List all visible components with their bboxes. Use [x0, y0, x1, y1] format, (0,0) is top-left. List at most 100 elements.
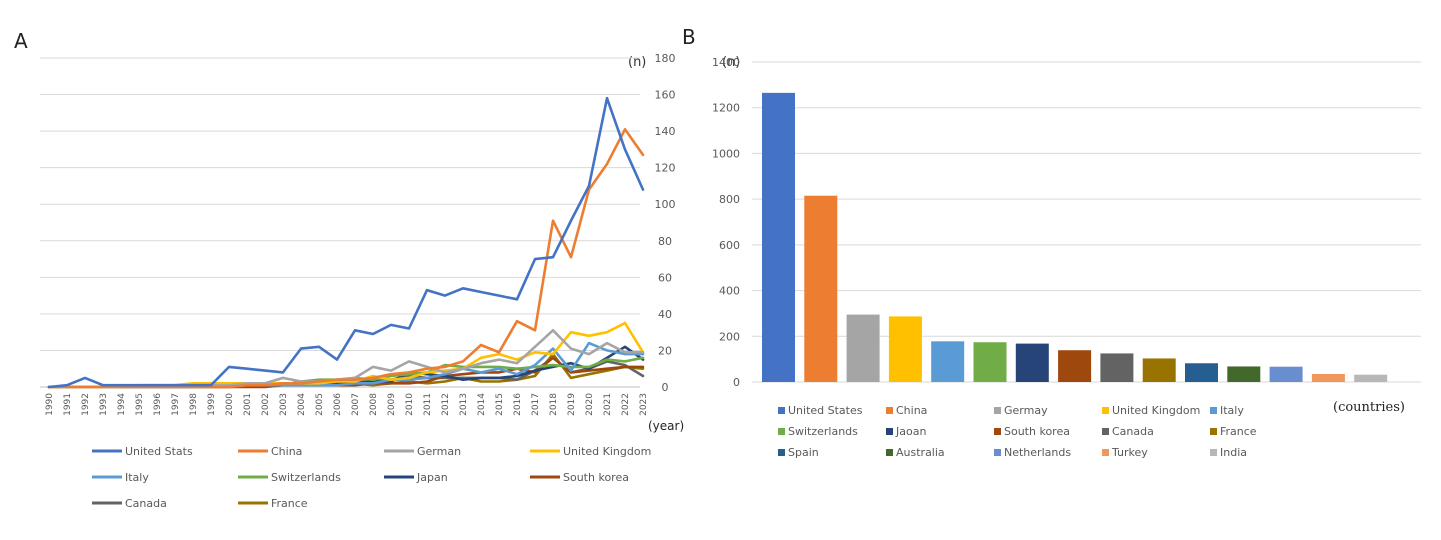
- panel-a-x-tick-label: 1997: [171, 393, 181, 416]
- panel-a-y-tick-label: 160: [655, 89, 676, 102]
- legend-label-canada: Canada: [1112, 425, 1154, 438]
- panel-a-x-tick-label: 1998: [189, 393, 199, 416]
- panel-a-y-tick-label: 120: [655, 162, 676, 175]
- legend-item-turkey: Turkey: [1102, 446, 1148, 459]
- legend-label-italy: Italy: [1220, 404, 1244, 417]
- legend-swatch-france: [1210, 428, 1217, 435]
- bar-australia: [1227, 366, 1261, 382]
- legend-item-united-stats: United Stats: [92, 445, 193, 458]
- bar-spain: [1185, 363, 1218, 382]
- legend-label-united-kingdom: United Kingdom: [1112, 404, 1200, 417]
- panel-a-x-tick-label: 2007: [351, 393, 361, 416]
- panel-b-xlabel: (countries): [1333, 400, 1405, 415]
- legend-item-france: France: [1210, 425, 1257, 438]
- panel-a-x-tick-label: 2021: [603, 393, 613, 416]
- panel-a-y-tick-label: 100: [655, 198, 676, 211]
- panel-a-x-tick-label: 2017: [531, 393, 541, 416]
- panel-a-x-tick-label: 2009: [387, 393, 397, 416]
- panel-b-unit-label: (n): [722, 55, 740, 70]
- legend-item-germay: Germay: [994, 404, 1048, 417]
- legend-swatch-australia: [886, 449, 893, 456]
- panel-a-y-tick-label: 20: [658, 344, 672, 357]
- legend-item-india: India: [1210, 446, 1247, 459]
- panel-a-x-tick-label: 2013: [459, 393, 469, 416]
- panel-a-x-tick-label: 2011: [423, 393, 433, 416]
- legend-item-german: German: [384, 445, 461, 458]
- legend-label-france: France: [271, 497, 308, 510]
- legend-label-spain: Spain: [788, 446, 819, 459]
- legend-label-japan: Japan: [416, 471, 448, 484]
- series-line-china: [47, 128, 645, 389]
- bar-canada: [1100, 353, 1134, 382]
- bar-germay: [846, 314, 880, 382]
- legend-label-australia: Australia: [896, 446, 945, 459]
- panel-a-x-tick-label: 2014: [477, 393, 487, 416]
- legend-label-turkey: Turkey: [1111, 446, 1148, 459]
- legend-item-spain: Spain: [778, 446, 819, 459]
- panel-a-legend: United Stats China German United Kingdom Ita…: [92, 445, 651, 510]
- panel-b-y-tick-label: 1200: [712, 102, 740, 115]
- panel-a-x-tick-label: 2015: [495, 393, 505, 416]
- legend-label-germay: Germay: [1004, 404, 1048, 417]
- legend-label-united-stats: United Stats: [125, 445, 193, 458]
- legend-item-france: France: [238, 497, 308, 510]
- legend-item-netherlands: Netherlands: [994, 446, 1071, 459]
- panel-a-x-tick-label: 1996: [153, 393, 163, 416]
- legend-item-united-states: United States: [778, 404, 863, 417]
- panel-b-y-tick-label: 800: [719, 193, 740, 206]
- legend-item-canada: Canada: [92, 497, 167, 510]
- panel-a-x-tick-label: 2005: [315, 393, 325, 416]
- legend-label-italy: Italy: [125, 471, 149, 484]
- panel-a-x-tick-label: 2002: [261, 393, 271, 416]
- series-line-united-stats: [47, 96, 645, 389]
- legend-swatch-netherlands: [994, 449, 1001, 456]
- panel-a-y-tick-label: 140: [655, 125, 676, 138]
- panel-a-x-tick-label: 1995: [135, 393, 145, 416]
- legend-swatch-canada: [1102, 428, 1109, 435]
- legend-label-netherlands: Netherlands: [1004, 446, 1071, 459]
- legend-label-german: German: [417, 445, 461, 458]
- bar-united-kingdom: [888, 316, 922, 382]
- legend-label-india: India: [1220, 446, 1247, 459]
- panel-a-x-tick-label: 1994: [117, 393, 127, 416]
- panel-b-y-tick-label: 200: [719, 330, 740, 343]
- panel-a-x-tick-label: 2003: [279, 393, 289, 416]
- bar-netherlands: [1269, 366, 1303, 382]
- legend-swatch-switzerlands: [778, 428, 785, 435]
- panel-b-y-tick-label: 1000: [712, 147, 740, 160]
- legend-swatch-south-korea: [994, 428, 1001, 435]
- bar-italy: [931, 341, 965, 382]
- panel-b-y-tick-label: 600: [719, 239, 740, 252]
- panel-a-y-tick-label: 0: [662, 381, 669, 394]
- panel-a-x-tick-label: 2016: [513, 393, 523, 416]
- panel-a-x-tick-label: 1991: [63, 393, 73, 416]
- panel-a-y-tick-label: 180: [655, 52, 676, 65]
- bar-turkey: [1311, 374, 1345, 382]
- legend-label-china: China: [271, 445, 302, 458]
- panel-a-x-ticks: 1990 1991 1992 1993 1994 1995 1996 1997 1998 1999…: [45, 393, 649, 416]
- panel-a-y-tick-label: 40: [658, 308, 672, 321]
- panel-a-x-tick-label: 2022: [621, 393, 631, 416]
- legend-label-south-korea: South korea: [1004, 425, 1070, 438]
- legend-label-united-states: United States: [788, 404, 863, 417]
- panel-b-plot-area: [762, 92, 1388, 382]
- legend-item-south-korea: South korea: [530, 471, 629, 484]
- panel-b-y-tick-label: 1400: [712, 56, 740, 69]
- panel-a-x-tick-label: 2023: [639, 393, 649, 416]
- panel-a-plot-area: [47, 96, 645, 389]
- legend-label-united-kingdom: United Kingdom: [563, 445, 651, 458]
- legend-label-switzerlands: Switzerlands: [788, 425, 858, 438]
- legend-label-france: France: [1220, 425, 1257, 438]
- bar-switzerlands: [973, 342, 1007, 382]
- panel-a-x-tick-label: 1993: [99, 393, 109, 416]
- legend-label-china: China: [896, 404, 927, 417]
- legend-swatch-jaoan: [886, 428, 893, 435]
- bar-india: [1354, 374, 1388, 382]
- legend-label-canada: Canada: [125, 497, 167, 510]
- panel-b-y-tick-label: 0: [733, 376, 740, 389]
- legend-label-switzerlands: Switzerlands: [271, 471, 341, 484]
- panel-a-x-tick-label: 2012: [441, 393, 451, 416]
- legend-item-south-korea: South korea: [994, 425, 1070, 438]
- legend-item-united-kingdom: United Kingdom: [1102, 404, 1200, 417]
